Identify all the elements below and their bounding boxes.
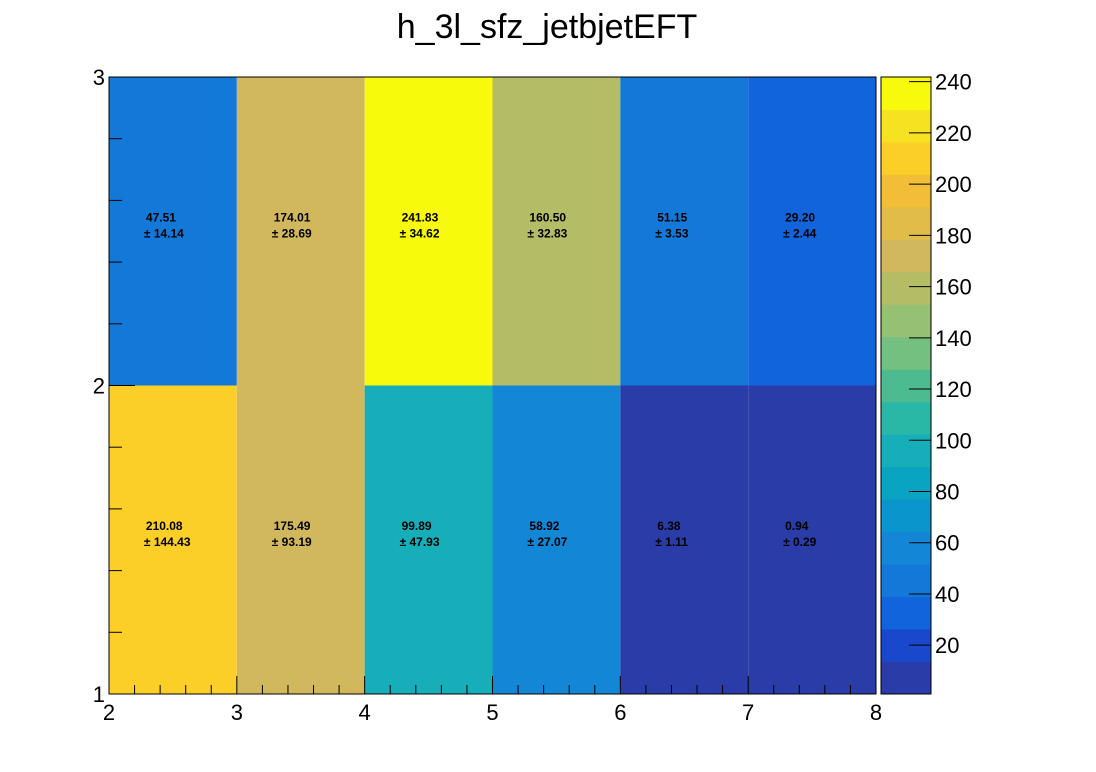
x-tick-label: 7 [742, 700, 754, 725]
color-bar-band [881, 304, 931, 338]
heatmap-cell [236, 385, 365, 694]
x-tick-label: 2 [103, 700, 115, 725]
cell-labels: 210.08 ± 144.43 175.49 ± 93.19 99.89 ± 47.93 5… [144, 210, 817, 549]
y-tick-label: 2 [93, 374, 105, 399]
color-bar-band [881, 369, 931, 403]
cell-value-label: 47.51 [146, 210, 176, 224]
color-bar-band [881, 466, 931, 500]
heatmap-cell [620, 77, 749, 386]
cell-error-label: ± 93.19 [272, 535, 312, 549]
cell-error-label: ± 32.83 [527, 226, 567, 240]
heatmap-cell [109, 77, 237, 386]
x-tick-label: 5 [486, 700, 498, 725]
color-bar-tick-label: 220 [935, 121, 972, 146]
x-tick-label: 8 [870, 700, 882, 725]
color-bar-band [881, 499, 931, 533]
cell-value-label: 174.01 [274, 210, 311, 224]
color-bar-tick-label: 40 [935, 582, 959, 607]
color-bar-band [881, 434, 931, 468]
cell-error-label: ± 144.43 [144, 535, 191, 549]
cell-value-label: 175.49 [274, 519, 311, 533]
heatmap-cell [620, 385, 749, 694]
cell-error-label: ± 47.93 [400, 535, 440, 549]
heatmap-cell [492, 77, 621, 386]
color-bar-tick-label: 200 [935, 172, 972, 197]
heatmap-cell [748, 385, 876, 694]
color-bar-band [881, 564, 931, 598]
cell-error-label: ± 34.62 [400, 226, 440, 240]
heatmap-cell [236, 77, 365, 386]
color-bar-tick-label: 20 [935, 633, 959, 658]
color-bar-tick-label: 160 [935, 275, 972, 300]
cell-value-label: 160.50 [529, 210, 566, 224]
cell-value-label: 58.92 [529, 519, 559, 533]
heatmap-cell [492, 385, 621, 694]
color-bar-tick-label: 120 [935, 377, 972, 402]
cell-value-label: 241.83 [402, 210, 439, 224]
cell-error-label: ± 0.29 [783, 535, 817, 549]
cell-value-label: 51.15 [657, 210, 687, 224]
color-bar-tick-label: 100 [935, 428, 972, 453]
color-bar-band [881, 401, 931, 435]
cell-error-label: ± 3.53 [655, 226, 689, 240]
heatmap-cell [748, 77, 876, 386]
cell-error-label: ± 1.11 [655, 535, 688, 549]
cell-error-label: ± 2.44 [783, 226, 817, 240]
color-bar-band [881, 596, 931, 630]
y-tick-label: 3 [93, 65, 105, 90]
color-bar-band [881, 661, 931, 695]
color-bar-band [881, 271, 931, 305]
cell-value-label: 6.38 [657, 519, 681, 533]
color-bar-frame [880, 76, 932, 695]
heatmap-cells [109, 77, 876, 694]
color-bar-band [881, 239, 931, 273]
cell-value-label: 29.20 [785, 210, 815, 224]
chart-title: h_3l_sfz_jetbjetEFT [397, 8, 698, 46]
x-tick-label: 3 [231, 700, 243, 725]
color-bar-band [881, 336, 931, 370]
color-bar-tick-label: 80 [935, 480, 959, 505]
cell-error-label: ± 14.14 [144, 226, 184, 240]
color-bar-band [881, 174, 931, 208]
heatmap-cell [364, 77, 493, 386]
x-tick-label: 6 [614, 700, 626, 725]
cell-value-label: 0.94 [785, 519, 809, 533]
color-bar-band [881, 77, 931, 110]
heatmap-cell [109, 385, 237, 694]
color-bar-band [881, 531, 931, 565]
color-bar: 20 40 60 80 100 120 140 160 180 200 220 240 [880, 70, 972, 695]
cell-value-label: 99.89 [402, 519, 432, 533]
color-bar-tick-label: 180 [935, 223, 972, 248]
cell-error-label: ± 27.07 [527, 535, 567, 549]
y-tick-label: 1 [93, 682, 105, 707]
color-bar-tick-label: 60 [935, 531, 959, 556]
color-bar-tick-label: 240 [935, 70, 972, 95]
heatmap-cell [364, 385, 493, 694]
color-bar-band [881, 109, 931, 143]
x-tick-label: 4 [359, 700, 371, 725]
cell-error-label: ± 28.69 [272, 226, 312, 240]
color-bar-tick-label: 140 [935, 326, 972, 351]
color-bar-band [881, 141, 931, 175]
cell-value-label: 210.08 [146, 519, 183, 533]
color-bar-band [881, 206, 931, 240]
